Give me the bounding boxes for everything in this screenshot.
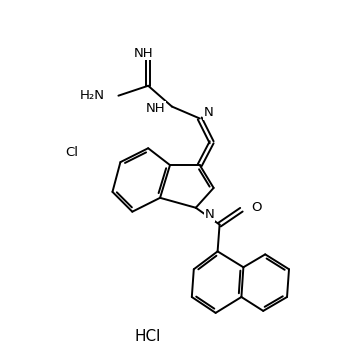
Text: O: O xyxy=(251,201,262,214)
Text: N: N xyxy=(204,106,214,119)
Text: Cl: Cl xyxy=(66,146,79,159)
Text: NH: NH xyxy=(145,102,165,115)
Text: HCl: HCl xyxy=(135,329,161,344)
Text: NH: NH xyxy=(134,46,153,59)
Text: H₂N: H₂N xyxy=(80,89,104,102)
Text: N: N xyxy=(205,208,215,221)
